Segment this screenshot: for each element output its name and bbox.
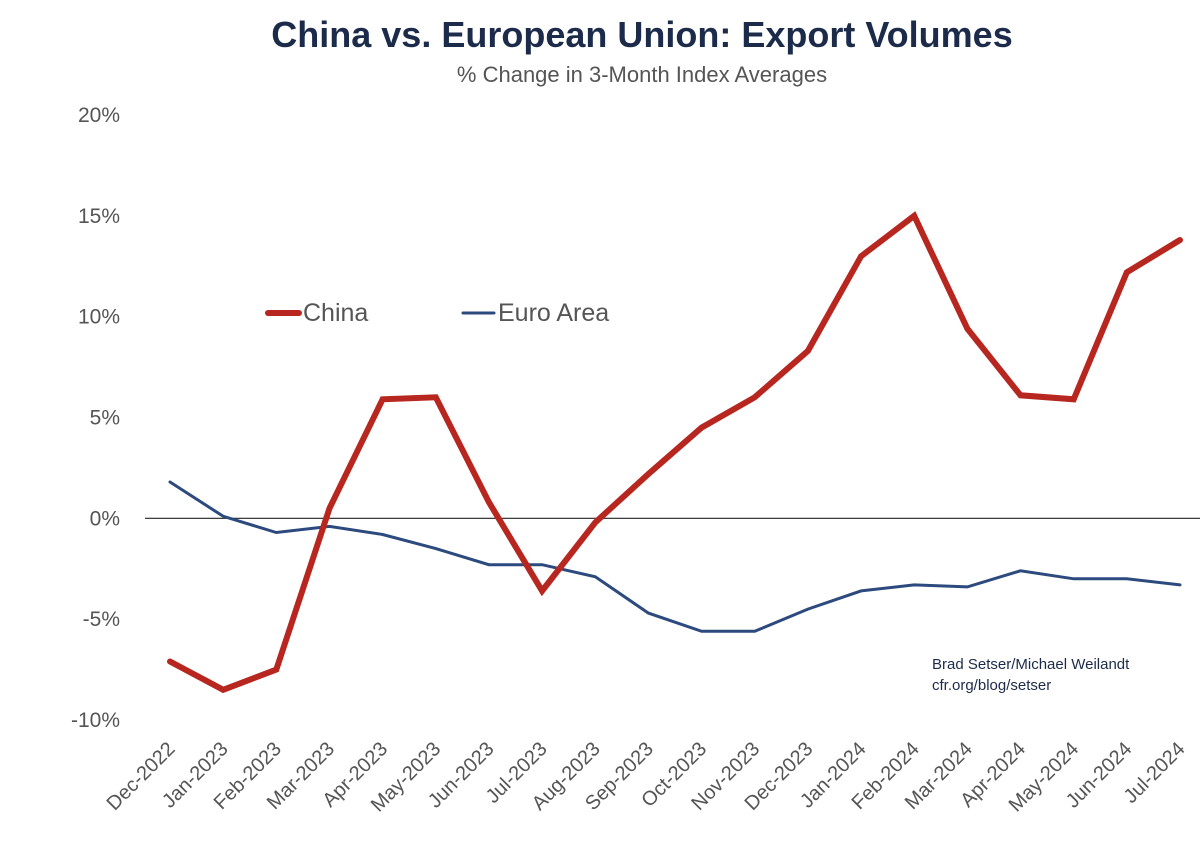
source-note: Brad Setser/Michael Weilandt cfr.org/blo… bbox=[932, 656, 1130, 694]
data-point-china bbox=[275, 668, 278, 671]
data-point-euro-area bbox=[1179, 583, 1181, 586]
data-point-china bbox=[647, 472, 650, 475]
legend-label-euro-area: Euro Area bbox=[498, 299, 609, 327]
data-point-euro-area bbox=[700, 630, 703, 633]
data-point-euro-area bbox=[860, 589, 863, 592]
data-point-euro-area bbox=[275, 531, 278, 534]
legend-label-china: China bbox=[303, 299, 368, 327]
y-tick-label: 15% bbox=[78, 205, 120, 228]
data-point-euro-area bbox=[541, 563, 544, 566]
series-line-china bbox=[167, 211, 1183, 694]
data-point-china bbox=[1072, 398, 1075, 401]
y-axis-ticks: 20% 15% 10% 5% 0% -5% -10% bbox=[71, 104, 120, 732]
data-point-euro-area bbox=[1019, 569, 1022, 572]
data-point-china bbox=[753, 396, 756, 399]
data-point-china bbox=[806, 349, 809, 352]
data-point-china bbox=[700, 426, 703, 429]
data-point-euro-area bbox=[1072, 577, 1075, 580]
data-point-euro-area bbox=[594, 575, 597, 578]
series-group bbox=[167, 211, 1183, 694]
data-point-china bbox=[222, 688, 225, 691]
chart-title: China vs. European Union: Export Volumes bbox=[271, 14, 1013, 55]
data-point-china bbox=[381, 398, 384, 401]
data-point-euro-area bbox=[487, 563, 490, 566]
data-point-euro-area bbox=[806, 608, 809, 611]
data-point-euro-area bbox=[753, 630, 756, 633]
data-point-euro-area bbox=[1125, 577, 1128, 580]
series-line-euro-area bbox=[168, 480, 1182, 633]
source-line-2: cfr.org/blog/setser bbox=[932, 677, 1051, 694]
data-point-china bbox=[541, 589, 544, 592]
data-point-euro-area bbox=[966, 585, 969, 588]
data-point-china bbox=[1125, 271, 1128, 274]
data-point-euro-area bbox=[381, 533, 384, 536]
x-axis-ticks: Dec-2022Jan-2023Feb-2023Mar-2023Apr-2023… bbox=[103, 738, 1190, 816]
data-point-china bbox=[1179, 239, 1181, 242]
data-point-euro-area bbox=[169, 481, 171, 484]
data-point-euro-area bbox=[434, 547, 437, 550]
data-point-china bbox=[913, 214, 916, 217]
data-point-euro-area bbox=[913, 583, 916, 586]
y-tick-label: 5% bbox=[90, 407, 120, 430]
chart-subtitle: % Change in 3-Month Index Averages bbox=[456, 62, 828, 87]
data-point-euro-area bbox=[328, 525, 331, 528]
data-point-euro-area bbox=[647, 612, 650, 615]
legend: China Euro Area bbox=[265, 299, 609, 327]
data-point-china bbox=[487, 501, 490, 504]
y-tick-label: -10% bbox=[71, 709, 120, 732]
data-point-china bbox=[966, 327, 969, 330]
data-point-china bbox=[594, 521, 597, 524]
data-point-euro-area bbox=[222, 515, 225, 518]
data-point-china bbox=[860, 255, 863, 258]
y-tick-label: 20% bbox=[78, 104, 120, 127]
source-line-1: Brad Setser/Michael Weilandt bbox=[932, 656, 1130, 673]
data-point-china bbox=[1019, 394, 1022, 397]
data-point-china bbox=[169, 660, 171, 663]
y-tick-label: -5% bbox=[83, 608, 120, 631]
y-tick-label: 0% bbox=[90, 507, 120, 530]
y-tick-label: 10% bbox=[78, 306, 120, 329]
data-point-china bbox=[434, 396, 437, 399]
data-point-china bbox=[328, 507, 331, 510]
